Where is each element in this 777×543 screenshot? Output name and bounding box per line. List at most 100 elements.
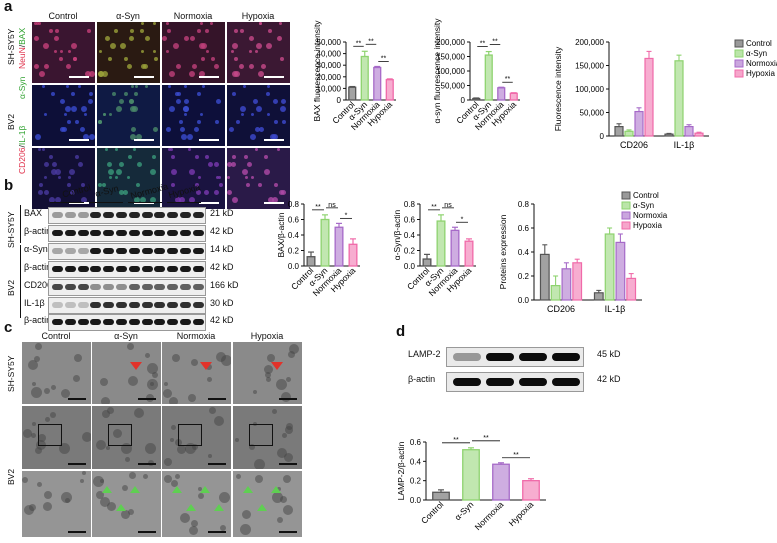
- b-band-name: β-actin: [24, 262, 52, 272]
- significance-label: **: [356, 40, 362, 47]
- significance-label: **: [513, 452, 519, 459]
- bar: [348, 243, 358, 267]
- chart-b-bax: 0.00.20.40.60.8Controlα-SynNormoxiaHypox…: [276, 200, 360, 298]
- b-bracket-shsy5y: [20, 205, 21, 243]
- fluorescence-image: [162, 85, 225, 146]
- y-tick-label: 0.4: [404, 231, 416, 240]
- y-tick-label: 40,000: [317, 50, 342, 59]
- fluorescence-image: [162, 148, 225, 209]
- legend-swatch: [621, 221, 631, 230]
- a-col-control: Control: [48, 11, 78, 21]
- significance-label: **: [381, 55, 387, 62]
- legend-label: Normoxia: [633, 211, 668, 220]
- y-tick-label: 0.2: [288, 247, 300, 256]
- fluorescence-image: [32, 148, 95, 209]
- significance-label: **: [492, 39, 498, 46]
- bar: [624, 130, 634, 137]
- d-band-size: 45 kD: [597, 349, 621, 359]
- bar: [385, 79, 394, 101]
- a-col-hypoxia: Hypoxia: [241, 11, 275, 21]
- significance-label: **: [505, 76, 511, 83]
- y-tick-label: 0.8: [288, 200, 300, 209]
- y-tick-label: 0.0: [404, 262, 416, 271]
- y-tick-label: 0.6: [288, 216, 300, 225]
- c-col-control: Control: [41, 331, 71, 341]
- b-band-name: α-Syn: [24, 244, 48, 254]
- b-band-name: β-actin: [24, 315, 52, 325]
- d-band-size: 42 kD: [597, 374, 621, 384]
- legend-label: Control: [633, 191, 659, 200]
- b-band-name: BAX: [24, 208, 43, 218]
- b-group-line: [50, 202, 84, 203]
- a-col-asyn: α-Syn: [116, 11, 140, 21]
- y-tick-label: 100,000: [575, 85, 604, 94]
- bar: [626, 277, 637, 301]
- b-band-size: 42 kD: [210, 262, 234, 272]
- b-band-name: β-actin: [24, 226, 52, 236]
- bar: [572, 262, 583, 301]
- scale-bar: [134, 202, 154, 204]
- em-image: [22, 342, 91, 404]
- red-arrow-icon: [130, 362, 142, 370]
- chart-b-asyn: 0.00.20.40.60.8Controlα-SynNormoxiaHypox…: [392, 200, 476, 298]
- legend-label: Control: [746, 39, 772, 48]
- em-image: [92, 471, 161, 537]
- bar: [664, 133, 674, 137]
- y-tick-label: 0: [461, 96, 466, 105]
- significance-label: ns: [444, 202, 452, 209]
- em-image: [233, 342, 302, 404]
- fluorescence-image: [227, 85, 290, 146]
- y-tick-label: 0.2: [404, 247, 416, 256]
- bar: [497, 87, 506, 101]
- panel-label-a: a: [4, 0, 13, 15]
- y-tick-label: 150,000: [436, 53, 465, 62]
- legend-swatch: [621, 201, 631, 210]
- b-band-name: IL-1β: [24, 298, 45, 308]
- zoom-box: [38, 424, 62, 446]
- scale-bar: [69, 139, 89, 141]
- bar: [509, 92, 518, 101]
- bar: [561, 268, 572, 301]
- chart-b-proteins: 0.0 0.2 0.4 0.6 0.8 CD206 IL-1β Proteins expres…: [498, 191, 668, 314]
- zoom-box: [178, 424, 202, 446]
- b-band-size: 42 kD: [210, 315, 234, 325]
- d-band-strip: [446, 347, 584, 367]
- scale-bar: [208, 463, 226, 465]
- bar: [615, 241, 626, 301]
- scale-bar: [264, 76, 284, 78]
- significance-label: *: [461, 216, 464, 223]
- scale-bar: [208, 398, 226, 400]
- x-tick-label: Hypoxia: [507, 499, 536, 528]
- bar: [634, 110, 644, 137]
- y-tick-label: 0: [337, 96, 342, 105]
- y-tick-label: 0.8: [404, 200, 416, 209]
- y-axis-label: Fluorescence intensity: [553, 46, 563, 131]
- y-axis-label: α-Syn/β-actin: [392, 210, 402, 261]
- em-image: [162, 342, 231, 404]
- b-band-strip: [48, 314, 206, 331]
- bar: [644, 57, 654, 137]
- b-bracket-bv2: [20, 245, 21, 318]
- em-image: [22, 406, 91, 469]
- significance-label: **: [368, 38, 374, 45]
- significance-label: *: [345, 212, 348, 219]
- legend-swatch: [734, 59, 744, 68]
- c-cell2-label: BV2: [6, 468, 16, 485]
- green-arrow-icon: [200, 486, 210, 493]
- bar: [306, 256, 316, 267]
- x-group-label: IL-1β: [605, 304, 626, 314]
- bar: [320, 218, 330, 267]
- green-arrow-icon: [102, 486, 112, 493]
- em-image: [162, 471, 231, 537]
- chart-a-bax: 010,00020,00030,00040,00050,000Controlα-…: [312, 20, 396, 132]
- green-arrow-icon: [186, 504, 196, 511]
- scale-bar: [138, 398, 156, 400]
- b-band-name: CD206: [24, 280, 53, 290]
- scale-bar: [68, 463, 86, 465]
- fluorescence-image: [97, 22, 160, 83]
- y-axis-label: LAMP-2/β-actin: [396, 441, 406, 500]
- red-arrow-icon: [200, 362, 212, 370]
- chart-a-asyn: 050,000100,000150,000200,000Controlα-Syn…: [432, 18, 520, 132]
- b-band-strip: [48, 261, 206, 278]
- bar: [492, 463, 510, 501]
